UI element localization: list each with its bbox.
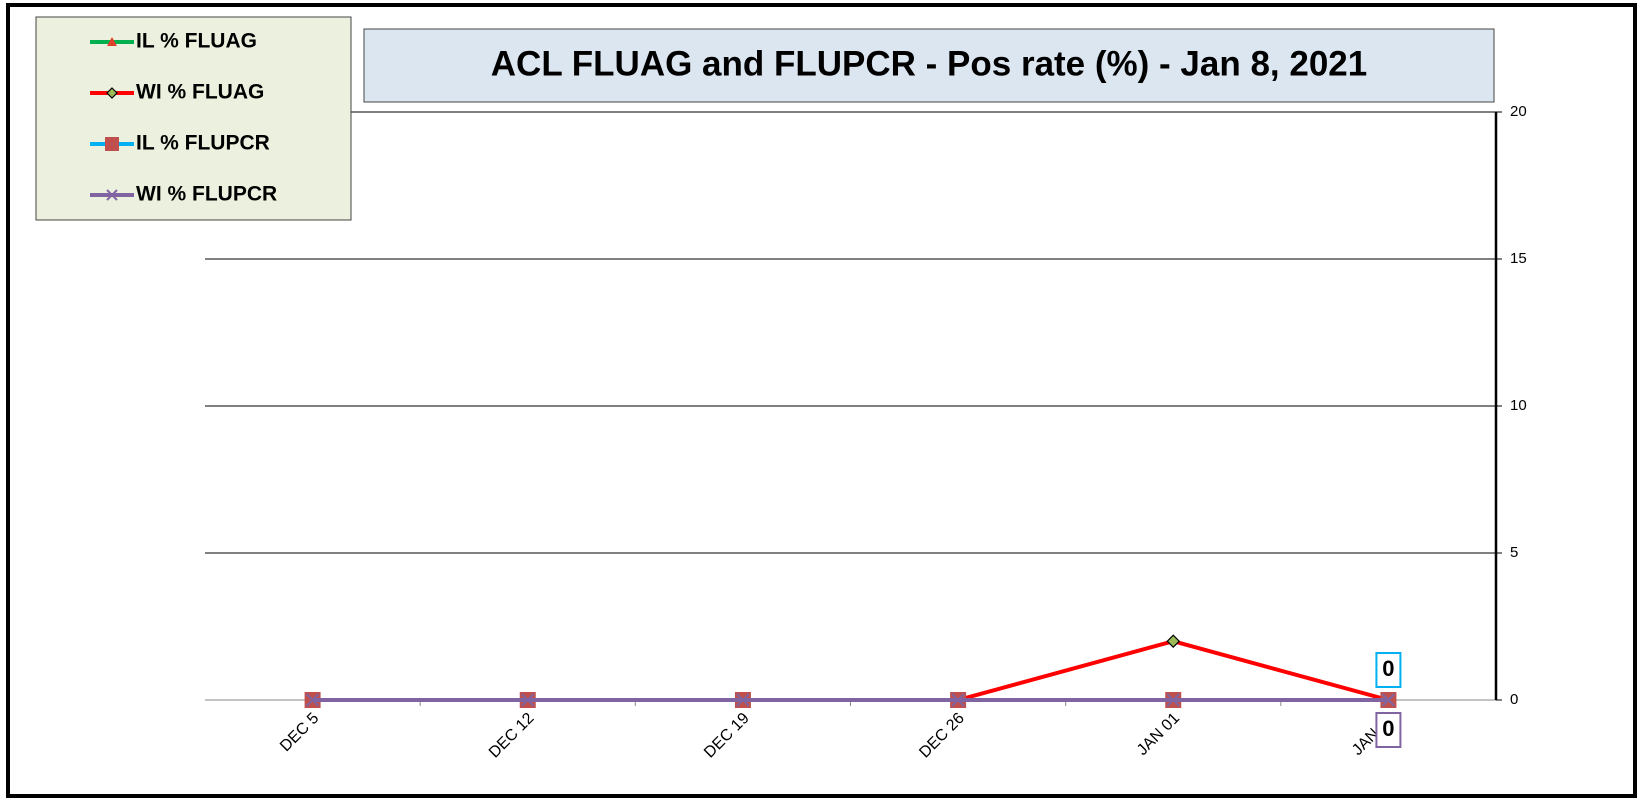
data-label: 0 bbox=[1382, 716, 1394, 741]
legend-label: IL % FLUAG bbox=[136, 30, 257, 53]
y-tick-label: 20 bbox=[1510, 103, 1527, 120]
y-tick-label: 0 bbox=[1510, 691, 1518, 708]
chart-title: ACL FLUAG and FLUPCR - Pos rate (%) - Ja… bbox=[491, 44, 1367, 83]
title-box bbox=[363, 28, 1495, 103]
legend-marker bbox=[107, 37, 117, 46]
legend-label: WI % FLUAG bbox=[136, 81, 264, 104]
data-label-box bbox=[1375, 712, 1402, 748]
data-point bbox=[1381, 693, 1396, 707]
legend-box bbox=[35, 16, 352, 221]
legend-label: WI % FLUPCR bbox=[136, 183, 277, 206]
data-label-box bbox=[1375, 652, 1402, 688]
y-tick-label: 15 bbox=[1510, 250, 1527, 267]
data-point bbox=[305, 693, 320, 707]
y-tick-label: 10 bbox=[1510, 397, 1527, 414]
legend-marker bbox=[105, 137, 119, 151]
y-tick-label: 5 bbox=[1510, 544, 1518, 561]
data-point bbox=[736, 693, 750, 707]
data-point bbox=[951, 693, 965, 707]
legend-label: IL % FLUPCR bbox=[136, 132, 270, 155]
data-label: 0 bbox=[1382, 656, 1394, 681]
data-point bbox=[1166, 634, 1181, 649]
legend-marker bbox=[106, 87, 118, 99]
data-point bbox=[521, 693, 535, 707]
data-point bbox=[1166, 693, 1180, 707]
legend-marker bbox=[106, 189, 118, 201]
